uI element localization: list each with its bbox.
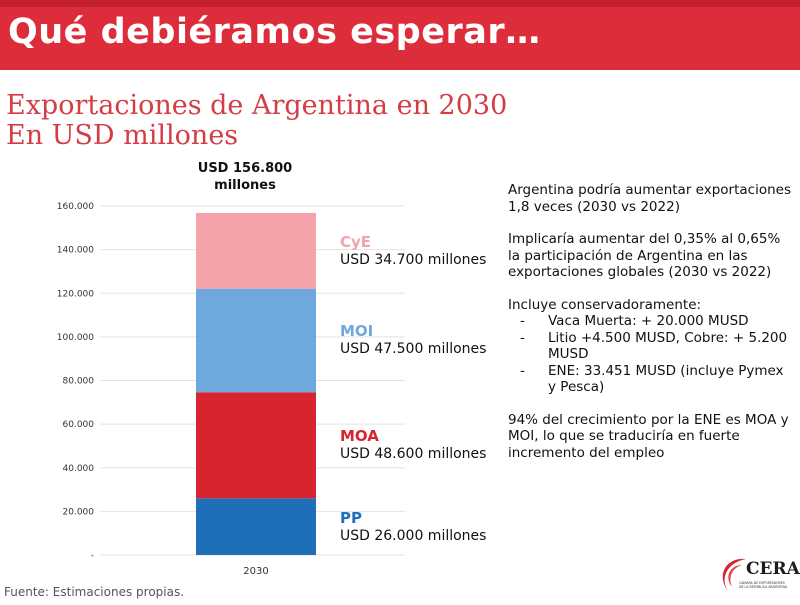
- y-tick-label: 120.000: [57, 289, 94, 299]
- title-banner: Qué debiéramos esperar…: [0, 0, 800, 70]
- y-tick-label: 160.000: [57, 202, 94, 212]
- list-item: ENE: 33.451 MUSD (incluye Pymex y Pesca): [508, 363, 793, 396]
- segment-name-moi: MOI: [340, 322, 374, 341]
- y-tick-label: 140.000: [57, 246, 94, 256]
- list-item: Litio +4.500 MUSD, Cobre: + 5.200 MUSD: [508, 330, 793, 363]
- cera-logo: CERA CÁMARA DE EXPORTADORES DE LA REPÚBL…: [712, 553, 800, 598]
- segment-value-moa: USD 48.600 millones: [340, 446, 487, 463]
- segment-value-cye: USD 34.700 millones: [340, 251, 487, 268]
- note-includes-heading: Incluye conservadoramente:: [508, 296, 702, 313]
- segment-name-cye: CyE: [340, 232, 372, 251]
- note-employment: 94% del crecimiento por la ENE es MOA y …: [508, 411, 789, 461]
- y-tick-label: 40.000: [63, 464, 95, 474]
- y-tick-label: 20.000: [63, 507, 95, 517]
- bar-segment-moa: [196, 392, 316, 499]
- total-label: USD 156.800 millones: [197, 161, 293, 193]
- logo-wordmark: CERA: [746, 559, 800, 579]
- bar-segment-moi: [196, 288, 316, 393]
- y-tick-label: 80.000: [63, 377, 95, 387]
- note-includes-list: Vaca Muerta: + 20.000 MUSD Litio +4.500 …: [508, 313, 793, 396]
- bar-segment-cye: [196, 212, 316, 289]
- y-tick-label: 100.000: [57, 333, 94, 343]
- page-title: Qué debiéramos esperar…: [8, 12, 541, 52]
- y-tick-label: -: [91, 551, 94, 561]
- bar-segment-pp: [196, 498, 316, 555]
- cera-swoosh-icon: [722, 558, 746, 591]
- banner-top-strip: [0, 0, 800, 7]
- list-item: Vaca Muerta: + 20.000 MUSD: [508, 313, 793, 330]
- note-global-share: Implicaría aumentar del 0,35% al 0,65% l…: [508, 231, 781, 280]
- segment-name-moa: MOA: [340, 427, 379, 446]
- logo-tagline: CÁMARA DE EXPORTADORES DE LA REPÚBLICA A…: [739, 581, 788, 589]
- segment-value-pp: USD 26.000 millones: [340, 527, 487, 544]
- y-tick-label: 60.000: [63, 420, 95, 430]
- notes-panel: Argentina podría aumentar exportaciones …: [508, 182, 793, 477]
- segment-name-pp: PP: [340, 508, 362, 527]
- chart-units: En USD millones: [6, 120, 239, 151]
- note-exports-growth: Argentina podría aumentar exportaciones …: [508, 182, 791, 215]
- segment-value-moi: USD 47.500 millones: [340, 341, 487, 358]
- source-note: Fuente: Estimaciones propias.: [4, 585, 185, 599]
- x-category-label: 2030: [243, 566, 268, 577]
- chart-title: Exportaciones de Argentina en 2030: [6, 90, 508, 121]
